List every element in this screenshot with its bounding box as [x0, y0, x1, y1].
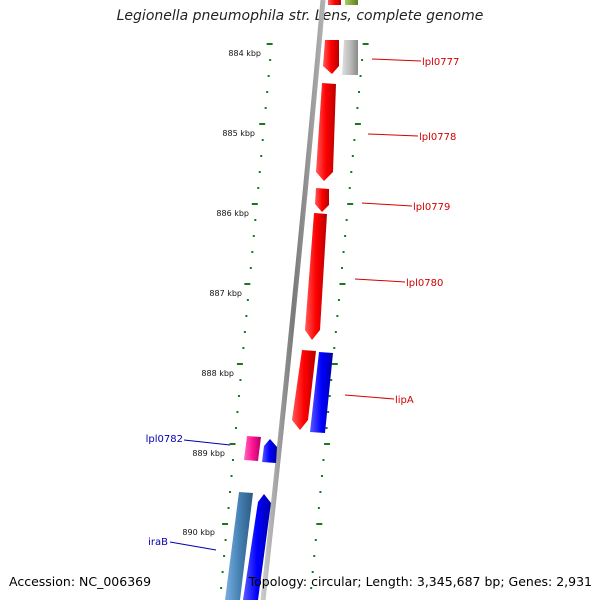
gene-feature-lpl0780 — [305, 213, 327, 340]
gene-feature-top-red — [328, 0, 341, 5]
tick-label-885: 885 kbp — [222, 129, 255, 138]
gene-feature-lipA — [292, 350, 316, 430]
gene-feature-blue-iraB — [243, 494, 271, 600]
gene-label-lpl0780: lpl0780 — [406, 278, 443, 289]
gene-label-lpl0777: lpl0777 — [422, 57, 459, 68]
gene-feature-blue-small — [262, 439, 277, 463]
gene-label-lpl0779: lpl0779 — [413, 202, 450, 213]
leader-lpl0777 — [371, 58, 422, 62]
gene-label-lipA: lipA — [395, 395, 414, 406]
gene-feature-lpl0779 — [315, 188, 329, 212]
gene-labels: lpl0777 lpl0778 lpl0779 lpl0780 lipA lpl… — [146, 57, 460, 548]
genome-stats-text: Topology: circular; Length: 3,345,687 bp… — [248, 574, 592, 589]
gene-label-lpl0778: lpl0778 — [419, 132, 456, 143]
gene-features — [225, 0, 358, 600]
gene-feature-top-olive — [345, 0, 358, 5]
gene-label-lpl0782: lpl0782 — [146, 434, 183, 445]
tick-label-890: 890 kbp — [182, 528, 215, 537]
leader-lipA — [344, 394, 395, 400]
leader-lpl0778 — [367, 133, 419, 137]
gene-feature-gray — [342, 40, 358, 75]
gene-label-iraB: iraB — [148, 537, 168, 548]
gene-feature-lpl0778 — [316, 83, 336, 181]
tick-rails — [220, 43, 369, 589]
gene-feature-lpl0777 — [323, 40, 339, 74]
gene-feature-lpl0782 — [244, 436, 261, 461]
leader-lpl0779 — [361, 202, 413, 207]
leader-lpl0782 — [183, 439, 231, 446]
map-title: Legionella pneumophila str. Lens, comple… — [116, 8, 484, 24]
tick-labels: 884 kbp 885 kbp 886 kbp 887 kbp 888 kbp … — [182, 49, 261, 537]
tick-label-886: 886 kbp — [216, 209, 249, 218]
tick-label-889: 889 kbp — [192, 449, 225, 458]
tick-label-884: 884 kbp — [228, 49, 261, 58]
genome-backbone — [260, 0, 326, 600]
gene-feature-iraB — [225, 492, 253, 600]
gene-feature-blue-lipA — [310, 352, 333, 433]
tick-label-888: 888 kbp — [201, 369, 234, 378]
tick-label-887: 887 kbp — [209, 289, 242, 298]
leader-iraB — [169, 541, 217, 551]
leader-lpl0780 — [354, 278, 406, 283]
accession-text: Accession: NC_006369 — [9, 574, 152, 589]
gene-leader-lines — [169, 58, 422, 551]
